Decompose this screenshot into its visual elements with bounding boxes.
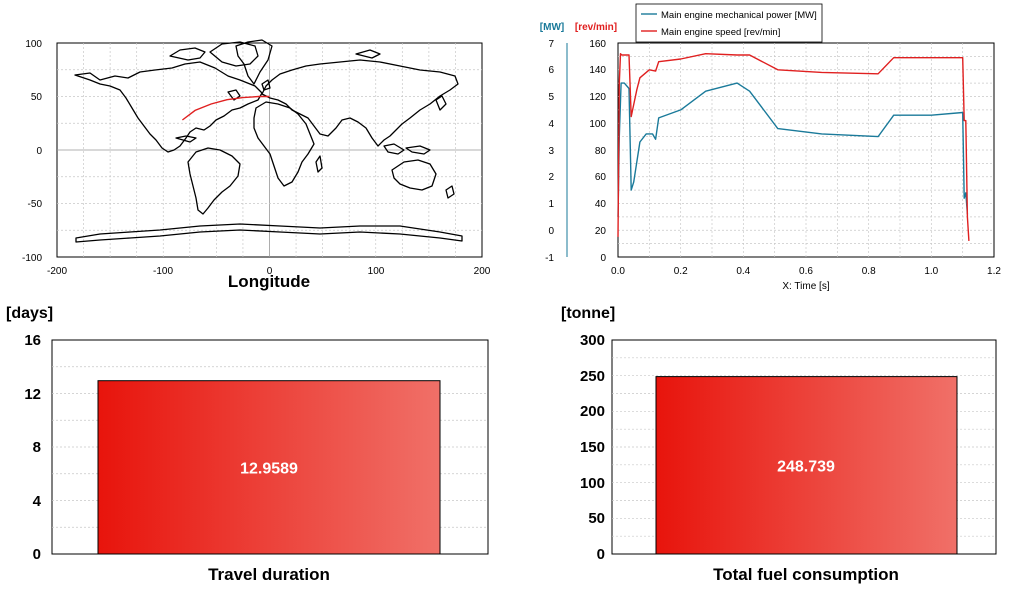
map-x-tick: 0 [267, 266, 273, 277]
map-x-tick: -100 [153, 266, 173, 277]
rpm-tick: 140 [589, 65, 606, 76]
world-coastlines [74, 39, 463, 243]
fuel-y-axis: 300 250 200 150 100 50 0 [580, 332, 605, 563]
rpm-tick: 100 [589, 119, 606, 130]
fuel-consumption-chart: [tonne] 248.739 300 250 200 150 100 50 0… [561, 305, 997, 584]
legend-label-power: Main engine mechanical power [MW] [661, 10, 817, 21]
duration-y-axis: 16 12 8 4 0 [24, 332, 41, 563]
rpm-tick: 20 [595, 226, 607, 237]
travel-duration-chart: [days] 12.9589 16 12 8 4 0 Travel durati… [6, 305, 489, 584]
rpm-tick: 120 [589, 92, 606, 103]
time-tick: 0.2 [674, 266, 688, 277]
map-y-tick: -50 [28, 199, 43, 210]
travel-duration-value: 12.9589 [240, 460, 298, 477]
fuel-consumption-category: Total fuel consumption [713, 565, 899, 584]
map-x-tick: -200 [47, 266, 67, 277]
mw-tick: 0 [548, 226, 554, 237]
map-y-tick: 100 [25, 39, 42, 50]
map-y-tick: 50 [31, 92, 43, 103]
fuel-y-tick: 150 [580, 439, 605, 456]
mw-tick: 4 [548, 119, 554, 130]
engine-series-group [617, 53, 970, 241]
time-tick: 1.0 [924, 266, 938, 277]
mw-axis-unit: [MW] [540, 22, 564, 33]
engine-time-chart: [MW] 7 6 5 4 3 2 1 0 -1 [rev/min] 160 14… [540, 3, 1001, 292]
travel-duration-category: Travel duration [208, 565, 330, 584]
rpm-tick: 80 [595, 146, 607, 157]
voyage-route-line [181, 95, 270, 121]
time-tick: 0.4 [736, 266, 750, 277]
duration-unit-label: [days] [6, 305, 53, 322]
fuel-y-tick: 100 [580, 475, 605, 492]
mw-tick: 5 [548, 92, 554, 103]
time-x-axis: 0.0 0.2 0.4 0.6 0.8 1.0 1.2 X: Time [s] [611, 266, 1001, 292]
travel-duration-bar [97, 380, 441, 555]
map-x-tick: 200 [474, 266, 491, 277]
duration-y-tick: 0 [33, 546, 41, 563]
fuel-y-tick: 200 [580, 403, 605, 420]
rpm-tick: 0 [600, 253, 606, 264]
rpm-tick: 160 [589, 39, 606, 50]
legend-label-speed: Main engine speed [rev/min] [661, 27, 780, 38]
map-y-tick: -100 [22, 253, 42, 264]
rpm-tick: 40 [595, 199, 607, 210]
mw-tick: 7 [548, 39, 554, 50]
map-x-tick: 100 [368, 266, 385, 277]
fuel-consumption-bar [655, 376, 958, 555]
engine-grid [618, 43, 994, 257]
fuel-y-tick: 0 [597, 546, 605, 563]
fuel-consumption-value: 248.739 [777, 458, 835, 475]
rpm-axis-ticks: 160 140 120 100 80 60 40 20 0 [589, 39, 606, 264]
mw-tick: 2 [548, 172, 554, 183]
map-chart: 100 50 0 -50 -100 -200 -100 0 100 200 Lo… [22, 39, 491, 291]
rpm-axis-unit: [rev/min] [575, 22, 617, 33]
power-series-line [617, 82, 969, 217]
time-axis-label: X: Time [s] [782, 281, 829, 292]
fuel-unit-label: [tonne] [561, 305, 615, 322]
mw-tick: 3 [548, 146, 554, 157]
duration-y-tick: 16 [24, 332, 41, 349]
engine-legend: Main engine mechanical power [MW] Main e… [635, 3, 823, 43]
duration-y-tick: 12 [24, 386, 41, 403]
map-x-axis: -200 -100 0 100 200 [47, 266, 491, 277]
mw-tick: 6 [548, 65, 554, 76]
duration-y-tick: 8 [33, 439, 41, 456]
speed-series-line [617, 53, 970, 241]
map-y-tick: 0 [36, 146, 42, 157]
mw-tick: -1 [545, 253, 554, 264]
legend-box [635, 3, 823, 43]
map-title: Longitude [228, 272, 310, 291]
mw-tick: 1 [548, 199, 554, 210]
time-tick: 0.0 [611, 266, 625, 277]
fuel-y-tick: 300 [580, 332, 605, 349]
fuel-y-tick: 250 [580, 368, 605, 385]
map-y-axis: 100 50 0 -50 -100 [22, 39, 42, 264]
time-tick: 0.8 [862, 266, 876, 277]
duration-y-tick: 4 [33, 493, 42, 510]
fuel-y-tick: 50 [588, 510, 605, 527]
time-tick: 1.2 [987, 266, 1001, 277]
rpm-tick: 60 [595, 172, 607, 183]
time-tick: 0.6 [799, 266, 813, 277]
mw-axis-ticks: 7 6 5 4 3 2 1 0 -1 [545, 39, 554, 264]
